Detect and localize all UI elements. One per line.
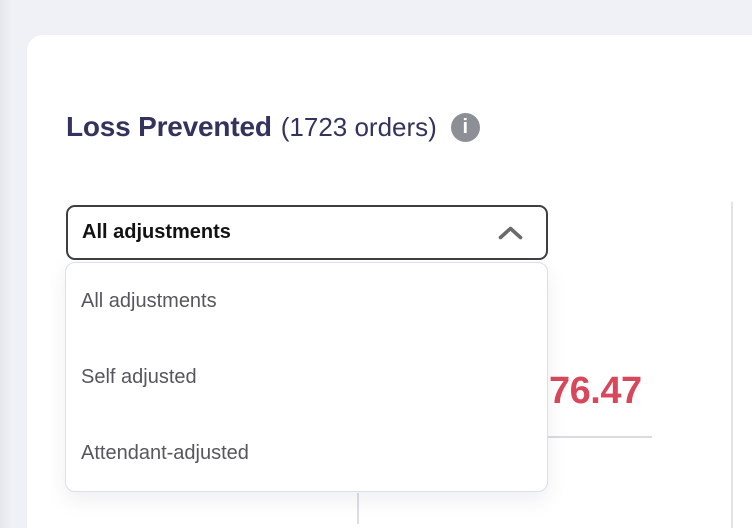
dropdown-option-self-adjusted[interactable]: Self adjusted bbox=[81, 365, 197, 388]
selected-option-label: All adjustments bbox=[82, 221, 231, 243]
page-edge-shade bbox=[0, 0, 12, 528]
dropdown-option-attendant-adjusted[interactable]: Attendant-adjusted bbox=[81, 441, 249, 464]
dropdown-option-all-adjustments[interactable]: All adjustments bbox=[81, 289, 217, 312]
orders-count: (1723 orders) bbox=[280, 111, 437, 142]
adjustments-dropdown-menu: All adjustments Self adjusted Attendant-… bbox=[65, 262, 548, 492]
sub-column-divider bbox=[357, 493, 359, 524]
card-header: Loss Prevented (1723 orders) i bbox=[66, 107, 480, 147]
loss-prevented-card: Loss Prevented (1723 orders) i 76.47 All… bbox=[27, 35, 752, 528]
info-icon[interactable]: i bbox=[450, 112, 480, 142]
loss-prevented-value: 76.47 bbox=[549, 370, 642, 412]
card-title: Loss Prevented bbox=[66, 111, 272, 142]
metric-underline bbox=[470, 436, 652, 438]
column-divider bbox=[731, 202, 733, 528]
chevron-up-icon bbox=[497, 225, 524, 241]
adjustments-select[interactable]: All adjustments bbox=[66, 205, 548, 260]
